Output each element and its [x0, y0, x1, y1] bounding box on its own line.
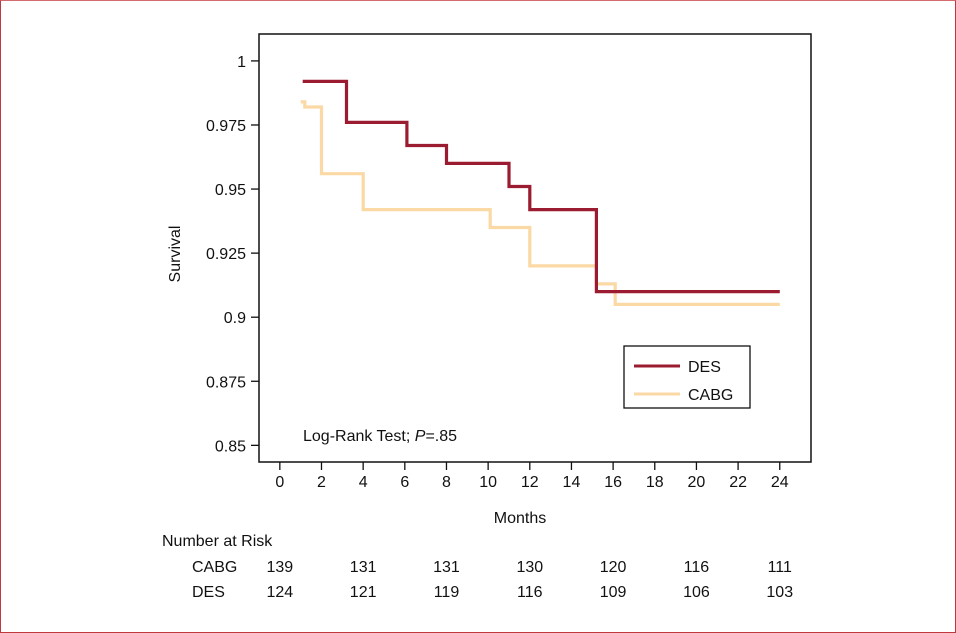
y-axis-label: Survival — [167, 226, 184, 283]
x-tick-label: 24 — [771, 474, 789, 491]
series-layer — [300, 79, 780, 306]
risk-value: 131 — [350, 559, 377, 576]
risk-row-label-des: DES — [192, 584, 225, 601]
x-tick-label: 0 — [275, 474, 284, 491]
legend-label-cabg: CABG — [688, 387, 733, 404]
plot-border — [258, 33, 812, 463]
y-tick-label: 0.975 — [206, 118, 246, 135]
risk-value: 116 — [684, 559, 710, 576]
risk-value: 119 — [434, 584, 460, 601]
y-tick-label: 0.875 — [206, 374, 246, 391]
risk-value: 111 — [768, 559, 792, 576]
legend: DES CABG — [623, 345, 751, 409]
legend-label-des: DES — [688, 359, 721, 376]
y-tick-label: 0.95 — [215, 182, 246, 199]
annotation-p-value: =.85 — [425, 428, 457, 445]
x-tick-label: 2 — [317, 474, 326, 491]
x-tick-label: 14 — [563, 474, 581, 491]
risk-table: Number at Risk CABG DES 139 131 131 130 120 1… — [162, 533, 793, 601]
y-tick-label: 0.925 — [206, 246, 246, 263]
x-tick-label: 4 — [359, 474, 368, 491]
x-tick-label: 12 — [521, 474, 539, 491]
series-line-des — [302, 79, 780, 294]
risk-row-label-cabg: CABG — [192, 559, 237, 576]
series-line-cabg — [300, 100, 780, 306]
risk-value: 121 — [350, 584, 377, 601]
x-tick-label: 20 — [688, 474, 706, 491]
x-tick-label: 8 — [442, 474, 451, 491]
legend-box — [623, 345, 751, 409]
y-axis: 1 0.975 0.95 0.925 0.9 0.875 0.85 — [206, 54, 259, 455]
risk-value: 131 — [433, 559, 460, 576]
risk-value: 116 — [517, 584, 543, 601]
risk-value: 106 — [683, 584, 710, 601]
risk-values: 139 131 131 130 120 116 111 124 121 119 116 109 106 1… — [266, 559, 793, 601]
annotation-p-symbol: P — [415, 428, 426, 445]
risk-value: 130 — [516, 559, 543, 576]
risk-value: 109 — [600, 584, 627, 601]
x-tick-label: 10 — [479, 474, 497, 491]
x-tick-label: 22 — [729, 474, 747, 491]
plot-area — [258, 33, 812, 463]
x-tick-label: 16 — [604, 474, 622, 491]
x-axis-label: Months — [494, 510, 546, 527]
risk-value: 139 — [266, 559, 293, 576]
risk-table-title: Number at Risk — [162, 533, 273, 550]
y-tick-label: 1 — [237, 54, 246, 71]
risk-value: 124 — [266, 584, 293, 601]
y-tick-label: 0.85 — [215, 438, 246, 455]
x-tick-label: 6 — [400, 474, 409, 491]
x-tick-label: 18 — [646, 474, 664, 491]
x-axis: 0 2 4 6 8 10 12 14 16 18 20 22 24 — [275, 462, 789, 491]
log-rank-annotation: Log-Rank Test; P=.85 — [303, 428, 457, 445]
annotation-prefix: Log-Rank Test; — [303, 428, 415, 445]
risk-value: 120 — [600, 559, 627, 576]
risk-value: 103 — [766, 584, 793, 601]
y-tick-label: 0.9 — [224, 310, 246, 327]
